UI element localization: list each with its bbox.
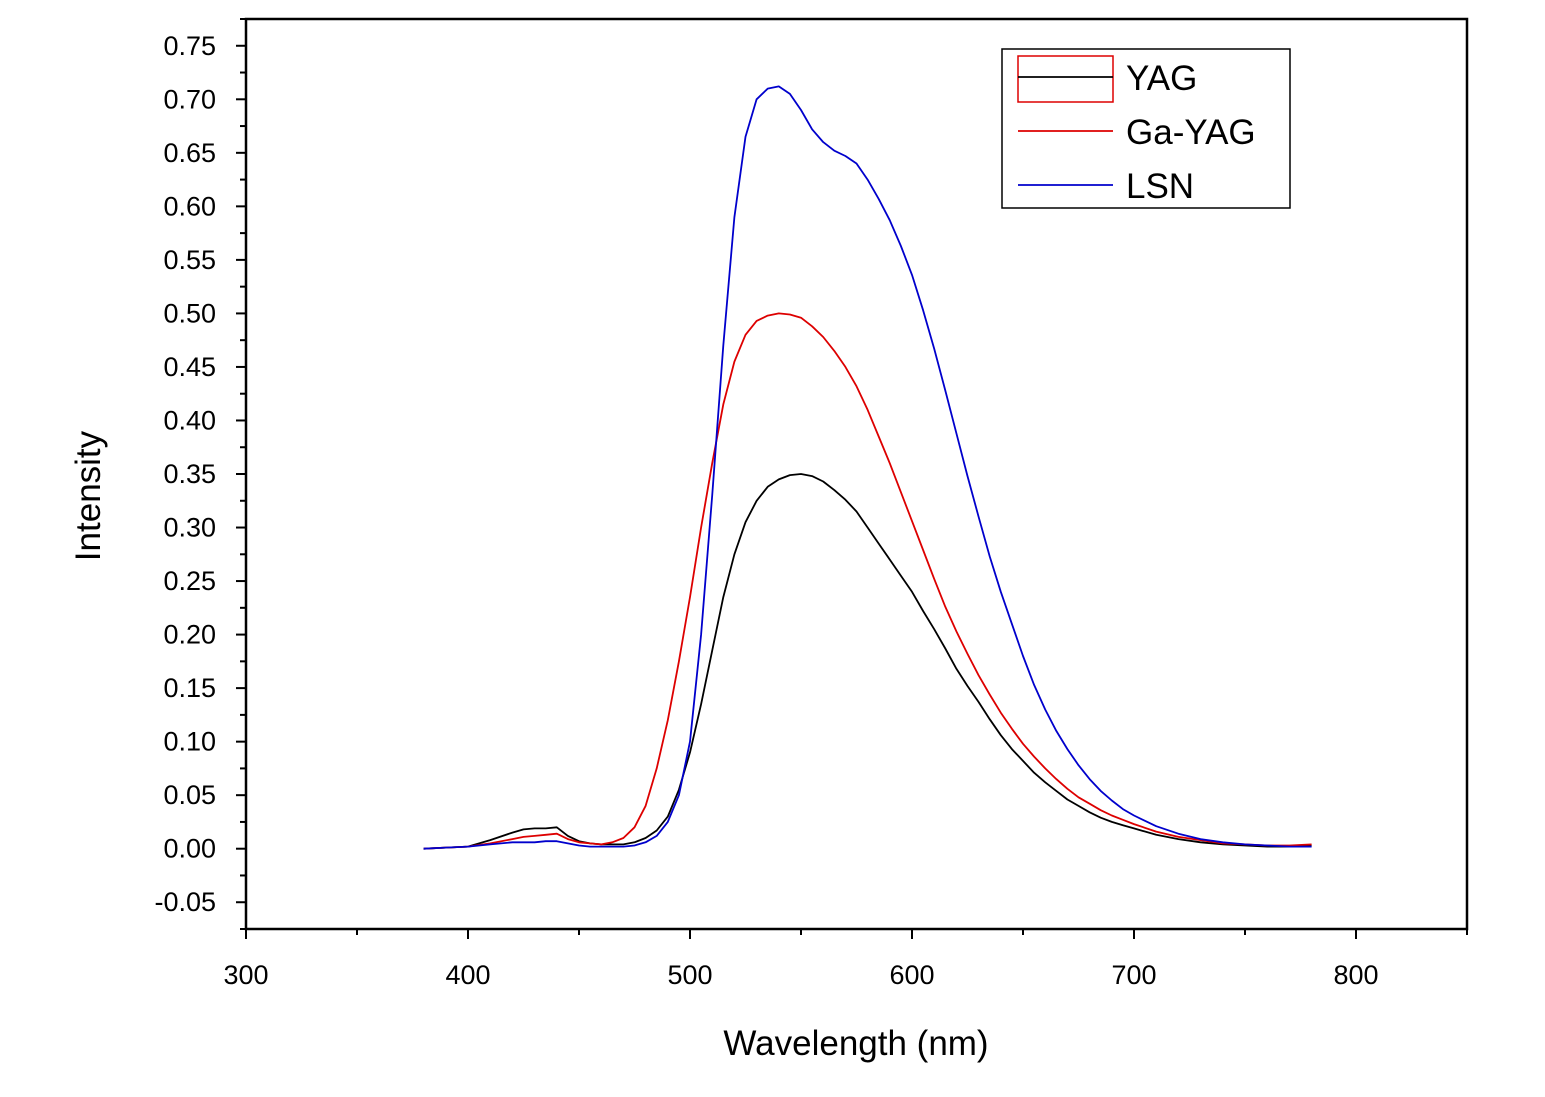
y-tick-label: -0.05 <box>154 887 216 917</box>
y-tick-label: 0.25 <box>163 566 216 596</box>
y-tick-label: 0.30 <box>163 513 216 543</box>
y-axis-title: Intensity <box>69 430 108 561</box>
legend-swatch-box <box>1017 55 1114 103</box>
y-tick-label: 0.40 <box>163 405 216 435</box>
series-line-yag <box>423 473 1312 850</box>
series-line-lsn <box>423 85 1312 850</box>
series-line-ga-yag <box>423 312 1312 850</box>
legend-box <box>1001 48 1291 209</box>
y-tick-label: 0.75 <box>163 31 216 61</box>
x-tick-label: 700 <box>1111 960 1156 990</box>
legend-label-lsn: LSN <box>1126 167 1194 206</box>
y-tick-label: 0.20 <box>163 620 216 650</box>
x-tick-label: 400 <box>445 960 490 990</box>
y-tick-label: 0.35 <box>163 459 216 489</box>
legend-label-yag: YAG <box>1126 59 1197 98</box>
y-tick-label: 0.05 <box>163 780 216 810</box>
x-tick-label: 300 <box>223 960 268 990</box>
y-tick-label: 0.70 <box>163 84 216 114</box>
y-tick-label: 0.10 <box>163 727 216 757</box>
y-tick-label: 0.55 <box>163 245 216 275</box>
y-axis-ticks: -0.05 0.00 0.05 0.10 0.15 0.20 0.25 0.30 0.35 0.4… <box>154 18 246 930</box>
y-tick-label: 0.60 <box>163 191 216 221</box>
x-tick-label: 600 <box>889 960 934 990</box>
x-tick-label: 500 <box>667 960 712 990</box>
y-tick-label: 0.00 <box>163 834 216 864</box>
legend: YAG Ga-YAG LSN <box>1001 48 1291 209</box>
legend-label-ga-yag: Ga-YAG <box>1126 113 1256 152</box>
x-axis-title: Wavelength (nm) <box>723 1024 988 1063</box>
y-tick-label: 0.65 <box>163 138 216 168</box>
y-tick-label: 0.50 <box>163 298 216 328</box>
y-tick-label: 0.45 <box>163 352 216 382</box>
x-tick-label: 800 <box>1333 960 1378 990</box>
series-layer <box>423 85 1312 850</box>
y-tick-label: 0.15 <box>163 673 216 703</box>
legend-items: YAG Ga-YAG LSN <box>1017 55 1256 206</box>
x-axis-ticks: 300 400 500 600 700 800 <box>223 929 1468 990</box>
